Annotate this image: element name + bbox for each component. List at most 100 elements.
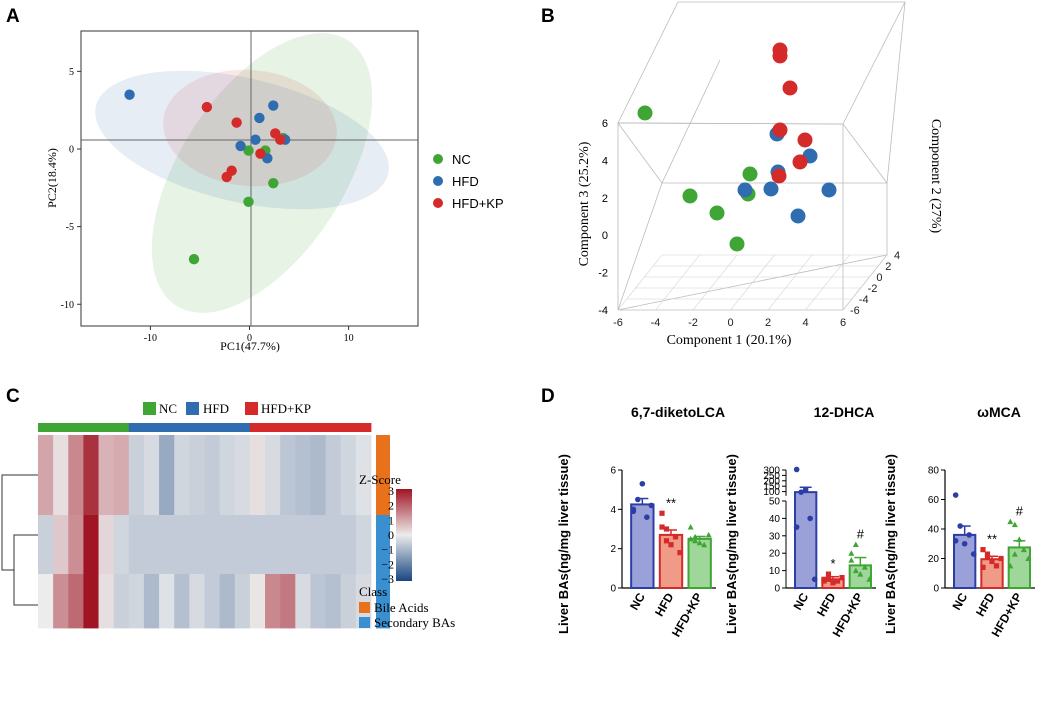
y-tick-label: 4	[894, 250, 900, 262]
x-tick-label: 0	[247, 333, 252, 344]
category-label: HFD	[973, 590, 998, 619]
floor-grid-line	[842, 254, 888, 311]
heatmap-cell	[143, 515, 160, 575]
class-annotation-cell	[376, 574, 390, 629]
point-nc	[268, 177, 279, 189]
heatmap-cell	[355, 574, 372, 629]
point-hfd-kp	[792, 154, 808, 170]
y-tick-label: 20	[928, 554, 940, 565]
colorbar	[396, 489, 412, 581]
point-hfd	[737, 182, 753, 198]
point-hfd	[250, 134, 261, 145]
heatmap-cell	[128, 515, 145, 575]
bar	[794, 491, 818, 590]
data-point	[1011, 551, 1018, 557]
y-tick-label: 5	[69, 67, 74, 78]
data-point	[989, 558, 995, 565]
heatmap-cell	[249, 515, 266, 575]
class-annotation-cell	[376, 515, 390, 575]
point-hfd	[124, 89, 135, 100]
group-legend-hfd-label: HFD	[203, 401, 229, 416]
category-label: NC	[949, 590, 970, 612]
heatmap-cell	[340, 574, 357, 629]
data-point	[848, 557, 855, 563]
data-point	[635, 496, 641, 503]
data-point	[677, 550, 683, 556]
data-point	[692, 533, 699, 540]
data-point	[1016, 536, 1023, 542]
x-tick-label: -4	[651, 317, 661, 329]
z-axis-label: Component 3 (25.2%)	[577, 141, 592, 266]
heatmap-cell	[68, 435, 84, 516]
data-point	[663, 526, 670, 532]
y-tick-label: 60	[928, 495, 940, 506]
bar-chart-title-dhca: 12-DHCA	[814, 404, 875, 420]
heatmap-cell	[53, 515, 69, 575]
y-tick-label: -5	[66, 222, 74, 233]
x-axis-label: Component 1 (20.1%)	[667, 333, 792, 348]
data-point	[980, 564, 986, 570]
ellipse-nc	[151, 33, 373, 313]
group-legend-nc-swatch	[143, 402, 156, 415]
heatmap-cell	[83, 515, 99, 575]
point-hfd	[268, 100, 279, 111]
legend-label-nc: NC	[452, 152, 471, 167]
y-tick-label: 100	[763, 487, 780, 498]
y-axis-label-wmca: Liver BAs(ng/mg liver tissue)	[883, 454, 898, 634]
heatmap-cell	[310, 574, 326, 629]
heatmap-cell	[98, 435, 115, 516]
data-point	[659, 510, 665, 516]
x-axis-label: PC1(47.7%)	[220, 339, 280, 353]
point-nc	[637, 105, 653, 121]
z-tick-label: -4	[598, 305, 608, 317]
floor-grid	[617, 254, 888, 311]
y-tick-label: 200	[763, 476, 780, 487]
y-tick-label: 0	[610, 584, 616, 595]
group-legend: NC HFD HFD+KP	[143, 401, 311, 416]
floor-grid-line	[617, 254, 663, 311]
data-point	[793, 466, 800, 473]
data-point	[659, 524, 665, 530]
confidence-ellipses	[95, 33, 389, 313]
x-tick-label: -6	[613, 317, 623, 329]
data-point	[687, 535, 694, 542]
heatmap-cell	[280, 435, 296, 516]
y-tick-label: 2	[610, 544, 616, 555]
x-tick-label: 0	[727, 317, 733, 329]
bar	[687, 537, 712, 589]
heatmap-cell	[295, 574, 311, 629]
colorbar-tick-label: −3	[381, 572, 394, 586]
category-label: HFD	[814, 590, 839, 619]
data-point	[966, 532, 972, 538]
data-point	[701, 541, 708, 548]
panel-label-d: D	[541, 386, 555, 407]
heatmap-cell	[204, 574, 221, 629]
heatmap-cell	[310, 515, 326, 575]
heatmap-cell	[234, 515, 251, 575]
data-point	[793, 524, 800, 530]
data-point	[861, 564, 868, 570]
data-point	[980, 547, 986, 553]
heatmap-cell	[174, 515, 190, 575]
x-tick-label: 6	[840, 317, 846, 329]
category-label: NC	[627, 590, 648, 612]
z-tick-label: 0	[602, 230, 608, 242]
y-tick-label: -6	[850, 305, 860, 317]
heatmap-cell	[219, 515, 236, 575]
heatmap-cell	[159, 515, 175, 575]
heatmap-cell	[53, 574, 69, 629]
heatmap-cell	[38, 435, 54, 516]
significance-label: #	[1016, 504, 1024, 519]
colorbar-tick-label: 3	[388, 484, 394, 498]
data-point	[687, 524, 694, 530]
data-point	[852, 541, 859, 547]
ellipse-hfdkp	[163, 69, 337, 187]
class-legend-secondary-swatch	[359, 617, 370, 628]
heatmap-cell	[204, 515, 221, 575]
heatmap-cell	[189, 515, 205, 575]
data-point	[957, 523, 963, 529]
heatmap-cell	[143, 435, 160, 516]
